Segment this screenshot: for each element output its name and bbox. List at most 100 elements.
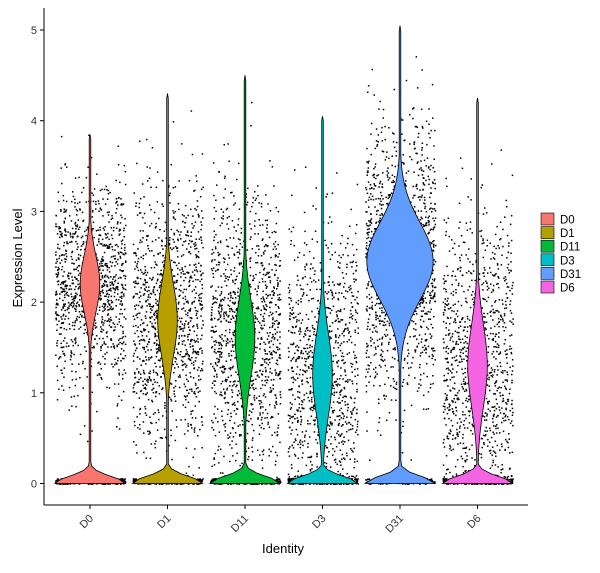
data-point — [184, 335, 186, 337]
data-point — [264, 384, 266, 387]
data-point — [324, 291, 327, 293]
data-point — [84, 323, 87, 325]
data-point — [229, 419, 231, 422]
data-point — [196, 180, 198, 183]
data-point — [224, 393, 226, 395]
data-point — [222, 215, 224, 217]
data-point — [180, 276, 182, 278]
data-point — [259, 224, 261, 227]
data-point — [173, 393, 175, 395]
data-point — [223, 273, 225, 275]
data-point — [114, 383, 116, 385]
data-point — [76, 202, 79, 205]
data-point — [234, 301, 236, 303]
data-point — [195, 384, 197, 386]
data-point — [217, 241, 219, 244]
data-point — [157, 273, 159, 275]
data-point — [156, 264, 158, 266]
data-point — [240, 262, 242, 264]
data-point — [291, 194, 293, 197]
data-point — [197, 250, 200, 253]
data-point — [249, 387, 252, 389]
data-point — [150, 293, 153, 295]
data-point — [278, 479, 280, 481]
data-point — [154, 334, 157, 336]
data-point — [183, 241, 185, 243]
data-point — [185, 447, 188, 449]
data-point — [256, 371, 258, 373]
data-point — [300, 330, 302, 333]
data-point — [277, 424, 280, 427]
data-point — [339, 434, 342, 437]
data-point — [201, 447, 203, 449]
data-point — [109, 483, 111, 485]
data-point — [154, 328, 157, 331]
data-point — [144, 315, 147, 317]
data-point — [112, 288, 115, 290]
data-point — [101, 262, 103, 265]
data-point — [170, 383, 173, 385]
data-point — [249, 238, 252, 241]
data-point — [122, 332, 124, 335]
data-point — [132, 315, 135, 317]
data-point — [294, 475, 296, 478]
data-point — [265, 273, 268, 276]
data-point — [233, 344, 235, 346]
data-point — [174, 357, 176, 359]
data-point — [193, 339, 195, 342]
data-point — [309, 346, 311, 349]
data-point — [105, 332, 108, 334]
data-point — [61, 346, 63, 349]
data-point — [230, 307, 233, 310]
data-point — [213, 413, 215, 415]
data-point — [158, 286, 161, 289]
data-point — [337, 336, 340, 339]
data-point — [230, 350, 233, 352]
data-point — [146, 235, 149, 238]
data-point — [102, 483, 104, 485]
data-point — [77, 235, 79, 237]
data-point — [162, 248, 164, 250]
data-point — [76, 226, 78, 228]
data-point — [145, 317, 147, 319]
data-point — [171, 410, 173, 412]
data-point — [278, 322, 280, 324]
data-point — [195, 292, 197, 294]
data-point — [132, 387, 135, 389]
data-point — [92, 194, 95, 196]
data-point — [69, 358, 72, 361]
data-point — [103, 188, 106, 191]
data-point — [309, 423, 311, 425]
data-point — [233, 311, 236, 313]
data-point — [156, 339, 158, 342]
data-point — [195, 387, 198, 390]
data-point — [159, 483, 161, 485]
data-point — [87, 483, 90, 485]
data-point — [123, 164, 126, 167]
data-point — [156, 374, 159, 376]
data-point — [56, 299, 58, 301]
data-point — [274, 464, 277, 466]
data-point — [96, 313, 99, 315]
data-point — [227, 293, 230, 295]
data-point — [196, 323, 198, 326]
data-point — [195, 309, 197, 312]
data-point — [238, 264, 241, 266]
data-point — [313, 405, 315, 408]
data-point — [109, 288, 111, 291]
data-point — [250, 228, 252, 230]
data-point — [168, 396, 171, 399]
data-point — [186, 353, 188, 355]
data-point — [253, 388, 255, 391]
data-point — [64, 337, 66, 339]
data-point — [214, 297, 217, 299]
data-point — [110, 287, 112, 290]
data-point — [143, 272, 145, 275]
data-point — [112, 283, 115, 286]
data-point — [117, 245, 119, 248]
data-point — [90, 365, 93, 368]
data-point — [334, 335, 337, 337]
data-point — [268, 340, 271, 343]
data-point — [159, 359, 161, 361]
data-point — [175, 288, 177, 290]
